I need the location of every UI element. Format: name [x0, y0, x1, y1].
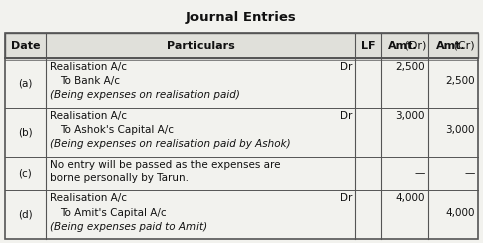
Text: 4,000: 4,000	[396, 193, 425, 203]
Text: (Being expenses on realisation paid): (Being expenses on realisation paid)	[50, 90, 240, 100]
Text: LF: LF	[361, 41, 375, 51]
Bar	[5, 33, 478, 58]
Text: —: —	[465, 169, 475, 179]
Text: To Amit's Capital A/c: To Amit's Capital A/c	[60, 208, 167, 217]
Text: 2,500: 2,500	[396, 62, 425, 72]
Text: Realisation A/c: Realisation A/c	[50, 62, 127, 72]
Bar	[5, 33, 478, 239]
Text: 3,000: 3,000	[396, 111, 425, 121]
Text: Dr: Dr	[341, 62, 353, 72]
Text: (b): (b)	[18, 127, 33, 137]
Text: (d): (d)	[18, 210, 33, 220]
Text: (Being expenses paid to Amit): (Being expenses paid to Amit)	[50, 222, 207, 232]
Text: (Dr): (Dr)	[401, 41, 426, 51]
Text: To Ashok's Capital A/c: To Ashok's Capital A/c	[60, 125, 174, 135]
Text: 3,000: 3,000	[445, 125, 475, 135]
Text: Particulars: Particulars	[167, 41, 234, 51]
Text: Realisation A/c: Realisation A/c	[50, 111, 127, 121]
Text: borne personally by Tarun.: borne personally by Tarun.	[50, 173, 189, 183]
Text: Amt.: Amt.	[387, 41, 417, 51]
Text: Dr: Dr	[341, 111, 353, 121]
Text: 2,500: 2,500	[445, 76, 475, 86]
Text: Realisation A/c: Realisation A/c	[50, 193, 127, 203]
Text: (Being expenses on realisation paid by Ashok): (Being expenses on realisation paid by A…	[50, 139, 290, 149]
Text: Date: Date	[11, 41, 40, 51]
Text: Dr: Dr	[341, 193, 353, 203]
Text: —: —	[415, 169, 425, 179]
Text: (Cr): (Cr)	[450, 41, 474, 51]
Text: 4,000: 4,000	[445, 208, 475, 217]
Text: Journal Entries: Journal Entries	[186, 11, 297, 24]
Text: (a): (a)	[18, 78, 33, 88]
Text: To Bank A/c: To Bank A/c	[60, 76, 120, 86]
Text: Amt.: Amt.	[436, 41, 466, 51]
Text: (c): (c)	[18, 169, 32, 179]
Text: No entry will be passed as the expenses are: No entry will be passed as the expenses …	[50, 160, 280, 170]
